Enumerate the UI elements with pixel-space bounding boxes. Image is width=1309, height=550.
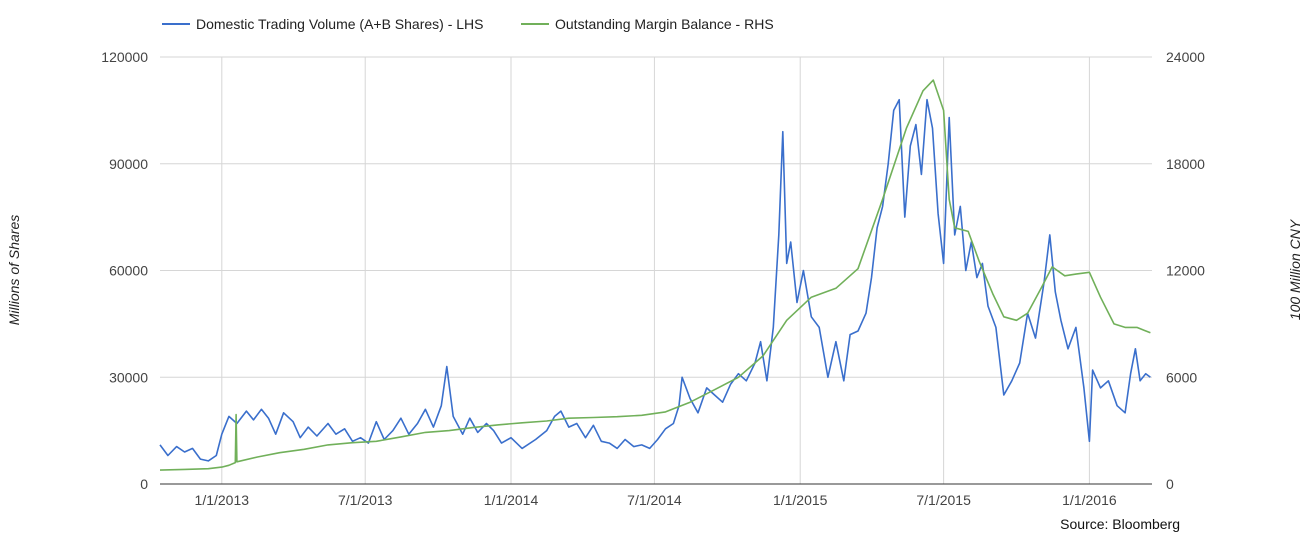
y-right-tick-label: 0 bbox=[1166, 476, 1174, 492]
y-right-tick-label: 12000 bbox=[1166, 263, 1205, 279]
right-axis-title: 100 Million CNY bbox=[1287, 218, 1303, 320]
y-left-tick-label: 90000 bbox=[109, 156, 148, 172]
x-tick-label: 7/1/2013 bbox=[338, 492, 393, 508]
left-axis-title: Millions of Shares bbox=[6, 215, 22, 326]
axes: 0 30000 60000 90000 120000 0 6000 12000 18000 240… bbox=[101, 49, 1205, 508]
y-right-tick-label: 6000 bbox=[1166, 369, 1197, 385]
x-tick-label: 7/1/2014 bbox=[627, 492, 682, 508]
series-line-trading-volume bbox=[159, 98, 1151, 462]
x-tick-label: 1/1/2014 bbox=[484, 492, 539, 508]
x-tick-label: 1/1/2016 bbox=[1062, 492, 1117, 508]
gridlines bbox=[160, 56, 1152, 485]
legend: Domestic Trading Volume (A+B Shares) - L… bbox=[162, 16, 774, 32]
y-right-tick-label: 24000 bbox=[1166, 49, 1205, 65]
x-tick-label: 7/1/2015 bbox=[916, 492, 971, 508]
y-left-tick-label: 120000 bbox=[101, 49, 148, 65]
series-line-margin-balance bbox=[159, 79, 1151, 471]
legend-item-volume[interactable]: Domestic Trading Volume (A+B Shares) - L… bbox=[162, 16, 484, 32]
legend-item-margin[interactable]: Outstanding Margin Balance - RHS bbox=[521, 16, 774, 32]
y-left-tick-label: 0 bbox=[140, 476, 148, 492]
legend-label-volume: Domestic Trading Volume (A+B Shares) - L… bbox=[196, 16, 484, 32]
y-left-tick-label: 30000 bbox=[109, 369, 148, 385]
series-lines bbox=[159, 79, 1151, 471]
y-right-tick-label: 18000 bbox=[1166, 156, 1205, 172]
x-tick-label: 1/1/2015 bbox=[773, 492, 828, 508]
source-note: Source: Bloomberg bbox=[1060, 516, 1180, 532]
legend-label-margin: Outstanding Margin Balance - RHS bbox=[555, 16, 774, 32]
y-left-tick-label: 60000 bbox=[109, 263, 148, 279]
x-tick-label: 1/1/2013 bbox=[195, 492, 250, 508]
